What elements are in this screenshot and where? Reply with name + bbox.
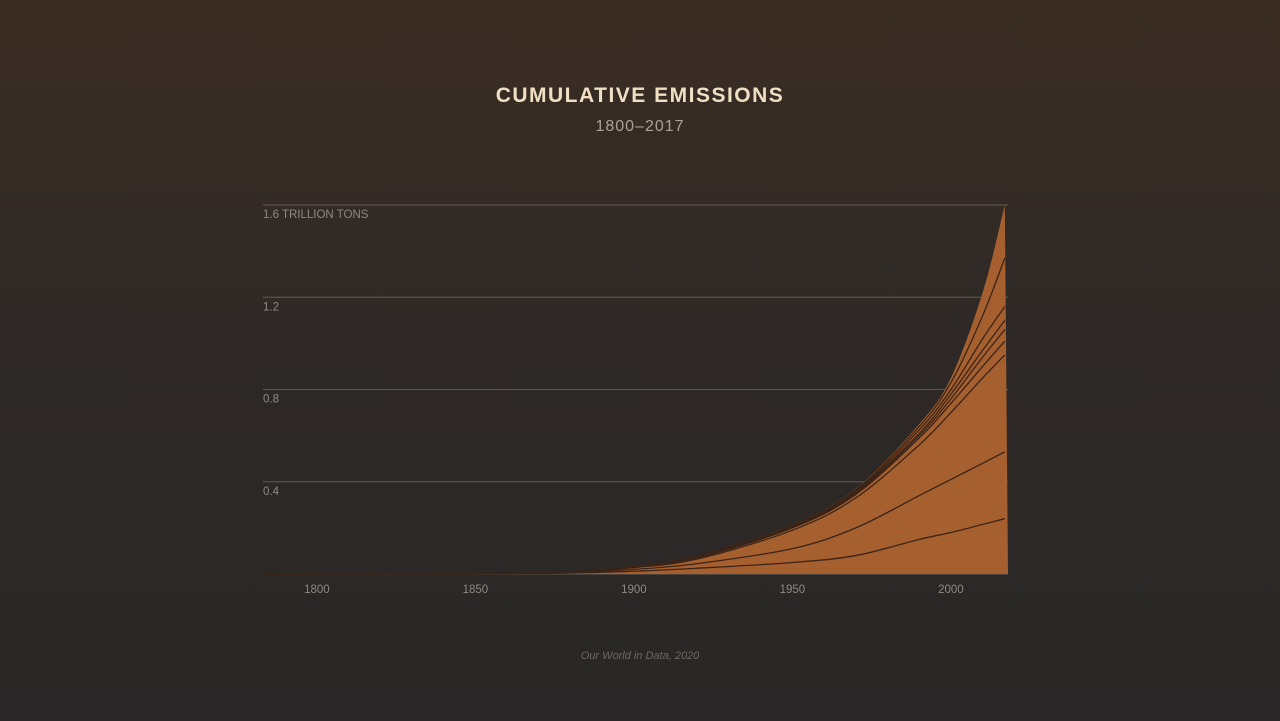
y-tick-label: 1.2 [263,301,279,313]
x-tick-label: 1950 [780,584,806,596]
x-tick-label: 1900 [621,584,647,596]
y-tick-label: 0.8 [263,394,279,406]
chart-subtitle: 1800–2017 [595,118,685,135]
x-tick-label: 1800 [304,584,330,596]
y-tick-label: 0.4 [263,486,280,498]
emissions-area [263,205,1008,574]
x-tick-label: 1850 [463,584,489,596]
x-tick-label: 2000 [938,584,964,596]
y-tick-label: 1.6 TRILLION TONS [263,209,369,221]
series-boundary-line [262,257,1006,575]
chart-title: CUMULATIVE EMISSIONS [495,84,785,107]
source-credit: Our World in Data, 2020 [580,650,700,662]
